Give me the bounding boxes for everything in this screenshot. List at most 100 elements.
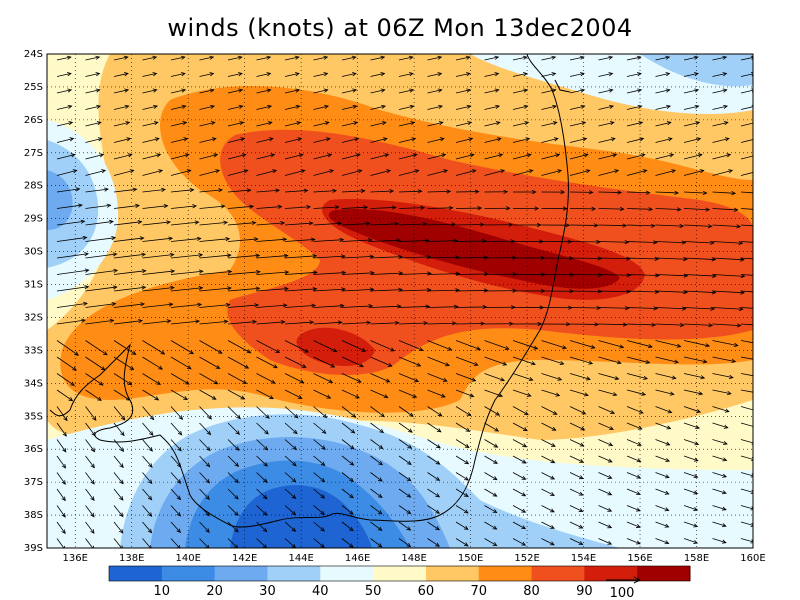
wind-vector bbox=[541, 170, 562, 176]
wind-vector-head bbox=[557, 376, 563, 381]
wind-vector bbox=[284, 305, 316, 308]
wind-vector bbox=[455, 154, 474, 160]
wind-vector-head bbox=[355, 153, 361, 158]
wind-vector bbox=[683, 290, 716, 293]
wind-vector-head bbox=[614, 169, 620, 174]
wind-vector bbox=[256, 121, 272, 127]
wind-vector-head bbox=[696, 137, 702, 142]
wind-vector-head bbox=[551, 426, 557, 431]
wind-vector-head bbox=[643, 375, 649, 380]
wind-vector-head bbox=[410, 121, 416, 126]
wind-vector bbox=[398, 138, 416, 143]
wind-vector-head bbox=[549, 541, 555, 546]
wind-vector-head bbox=[90, 463, 95, 469]
wind-vector-head bbox=[72, 169, 78, 174]
wind-vector bbox=[85, 154, 104, 160]
wind-vector bbox=[56, 488, 66, 501]
wind-vector bbox=[683, 406, 701, 413]
wind-vector bbox=[341, 422, 355, 434]
wind-vector-head bbox=[552, 410, 558, 415]
wind-vector bbox=[484, 89, 499, 94]
wind-vector-head bbox=[147, 545, 152, 548]
wind-vector bbox=[427, 488, 440, 498]
wind-vector bbox=[85, 188, 109, 193]
wind-vector-head bbox=[522, 443, 528, 448]
wind-vector-head bbox=[380, 88, 386, 93]
wind-vector-head bbox=[674, 359, 679, 364]
wind-vector bbox=[284, 89, 300, 94]
wind-vector bbox=[712, 290, 745, 294]
wind-vector-head bbox=[637, 104, 643, 109]
wind-vector bbox=[284, 356, 306, 368]
wind-vector-head bbox=[378, 477, 383, 482]
wind-vector-head bbox=[722, 457, 728, 462]
wind-vector bbox=[655, 56, 670, 61]
wind-vector-head bbox=[184, 153, 190, 158]
wind-vector-head bbox=[184, 380, 190, 385]
wind-vector bbox=[427, 505, 440, 514]
wind-vector bbox=[256, 505, 268, 516]
wind-vector bbox=[85, 356, 106, 371]
wind-vector-head bbox=[723, 121, 729, 126]
wind-vector-head bbox=[106, 203, 112, 208]
wind-vector-head bbox=[608, 442, 614, 447]
wind-vector-head bbox=[361, 347, 367, 352]
wind-vector bbox=[683, 274, 716, 277]
wind-vector-head bbox=[738, 240, 744, 246]
wind-vector-head bbox=[492, 525, 498, 530]
wind-vector-head bbox=[492, 542, 498, 547]
wind-vector-head bbox=[198, 253, 204, 258]
wind-vector-head bbox=[693, 523, 699, 528]
wind-vector-head bbox=[74, 351, 79, 356]
wind-vector-head bbox=[637, 441, 642, 446]
colorbar-swatch bbox=[109, 566, 163, 581]
wind-vector-head bbox=[380, 55, 386, 60]
wind-vector bbox=[341, 89, 357, 94]
wind-vector bbox=[256, 422, 269, 435]
wind-vector-head bbox=[494, 55, 500, 60]
wind-vector bbox=[598, 191, 622, 193]
wind-vector-head bbox=[386, 169, 392, 174]
wind-vector bbox=[541, 373, 562, 381]
map-frame bbox=[46, 53, 754, 549]
wind-vector-head bbox=[70, 381, 75, 386]
wind-vector-head bbox=[198, 269, 204, 274]
wind-vector-head bbox=[119, 528, 124, 534]
wind-vector bbox=[370, 256, 402, 259]
wind-vector bbox=[313, 170, 334, 176]
wind-vector-head bbox=[213, 380, 219, 385]
wind-vector-head bbox=[753, 138, 757, 141]
wind-vector bbox=[455, 121, 472, 127]
wind-vector bbox=[541, 488, 555, 496]
wind-vector bbox=[712, 439, 728, 445]
wind-vector bbox=[142, 237, 173, 242]
wind-vector-head bbox=[349, 445, 355, 450]
wind-vector bbox=[256, 154, 275, 160]
wind-vector-head bbox=[323, 72, 329, 77]
wind-vector-head bbox=[296, 121, 302, 126]
wind-vector bbox=[455, 488, 469, 497]
colorbar-label: 80 bbox=[523, 584, 540, 599]
wind-vector-head bbox=[423, 321, 429, 326]
wind-vector bbox=[341, 406, 356, 418]
wind-vector bbox=[398, 322, 428, 325]
wind-vector bbox=[227, 222, 256, 226]
wind-vector-head bbox=[177, 430, 183, 436]
wind-vector bbox=[626, 56, 641, 61]
wind-vector-head bbox=[366, 320, 372, 325]
wind-vector-head bbox=[337, 221, 343, 226]
lon-tick-label: 160E bbox=[740, 553, 765, 564]
wind-vector-head bbox=[152, 88, 158, 93]
wind-vector-head bbox=[521, 541, 527, 546]
wind-vector bbox=[227, 121, 244, 127]
wind-vector bbox=[512, 439, 527, 448]
wind-vector bbox=[512, 138, 530, 143]
wind-vector bbox=[142, 56, 157, 61]
wind-vector-head bbox=[126, 137, 132, 142]
wind-vector bbox=[398, 272, 431, 275]
wind-vector-head bbox=[471, 377, 477, 382]
wind-vector-head bbox=[508, 222, 514, 227]
wind-vector bbox=[740, 389, 753, 393]
wind-vector bbox=[227, 254, 260, 259]
wind-vector bbox=[85, 472, 95, 485]
